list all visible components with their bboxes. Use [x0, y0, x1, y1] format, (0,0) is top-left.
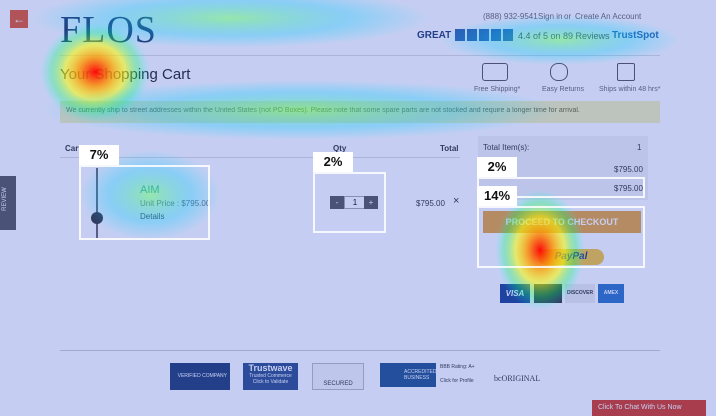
line-total: $795.00 — [416, 199, 445, 208]
heat-region — [477, 206, 645, 268]
rating-brand[interactable]: TrustSpot — [612, 30, 659, 41]
page-title: Your Shopping Cart — [60, 66, 191, 83]
chat-button[interactable]: Click To Chat With Us Now — [592, 400, 706, 416]
badge[interactable]: bcORIGINAL — [494, 374, 541, 383]
heat-region — [79, 165, 210, 240]
badge[interactable]: Trustwave Trusted Commerce Click to Vali… — [243, 363, 298, 390]
perk-icon — [482, 63, 508, 81]
summary-value: 1 — [637, 143, 642, 152]
card — [534, 284, 562, 303]
divider — [60, 157, 460, 158]
badge-note: Click to Validate — [252, 379, 289, 385]
sign-in[interactable]: Sign in — [538, 12, 563, 21]
badge-subtitle: Trusted Commerce — [249, 373, 292, 379]
notice: We currently ship to street addresses wi… — [66, 107, 580, 114]
card: VISA — [500, 284, 530, 303]
logo[interactable]: FLOS — [60, 9, 157, 51]
heat-label: 2% — [477, 157, 517, 177]
heat-label: 2% — [313, 152, 353, 172]
create-account[interactable]: Create An Account — [575, 12, 642, 21]
summary-value: $795.00 — [614, 184, 643, 193]
divider — [60, 350, 660, 351]
perk: Free Shipping* — [474, 86, 521, 93]
col-header: Cart — [65, 144, 82, 153]
badge-note: Click for Profile — [440, 378, 474, 384]
stars — [455, 29, 513, 41]
badge[interactable]: VERIFIED COMPANY — [170, 363, 230, 390]
card: DISCOVER — [565, 284, 595, 303]
summary-value: $795.00 — [614, 165, 643, 174]
perk-icon — [550, 63, 568, 81]
back-button[interactable]: ← — [10, 10, 28, 28]
rating-word: GREAT — [417, 30, 452, 41]
qty-input[interactable]: 1 — [344, 196, 366, 209]
review-tab-label: REVIEW — [1, 187, 8, 211]
qty-plus[interactable]: + — [364, 196, 378, 209]
badge-subtitle: BBB Rating: A+ — [440, 364, 475, 370]
col-header: Total — [440, 144, 459, 153]
heat-label: 7% — [79, 145, 119, 165]
review-tab[interactable] — [0, 176, 16, 230]
badge-title: Trustwave — [248, 363, 293, 373]
perk: Easy Returns — [542, 86, 585, 93]
heat-region — [313, 172, 386, 233]
col-header: Qty — [333, 144, 347, 153]
summary-label: Total Item(s): — [483, 143, 530, 152]
perk: Ships within 48 hrs* — [599, 86, 661, 93]
card: AMEX — [598, 284, 624, 303]
perk-icon — [617, 63, 635, 81]
heat-label: 14% — [477, 186, 517, 206]
remove[interactable]: × — [453, 195, 460, 207]
badge[interactable]: SECURED — [312, 363, 364, 390]
divider — [60, 55, 660, 56]
badge[interactable]: ACCREDITED BUSINESS — [380, 363, 437, 387]
or: or — [564, 12, 572, 21]
qty-minus[interactable]: - — [330, 196, 344, 209]
phone: (888) 932-9541 — [483, 12, 538, 21]
rating-text: 4.4 of 5 on 89 Reviews — [518, 31, 610, 41]
